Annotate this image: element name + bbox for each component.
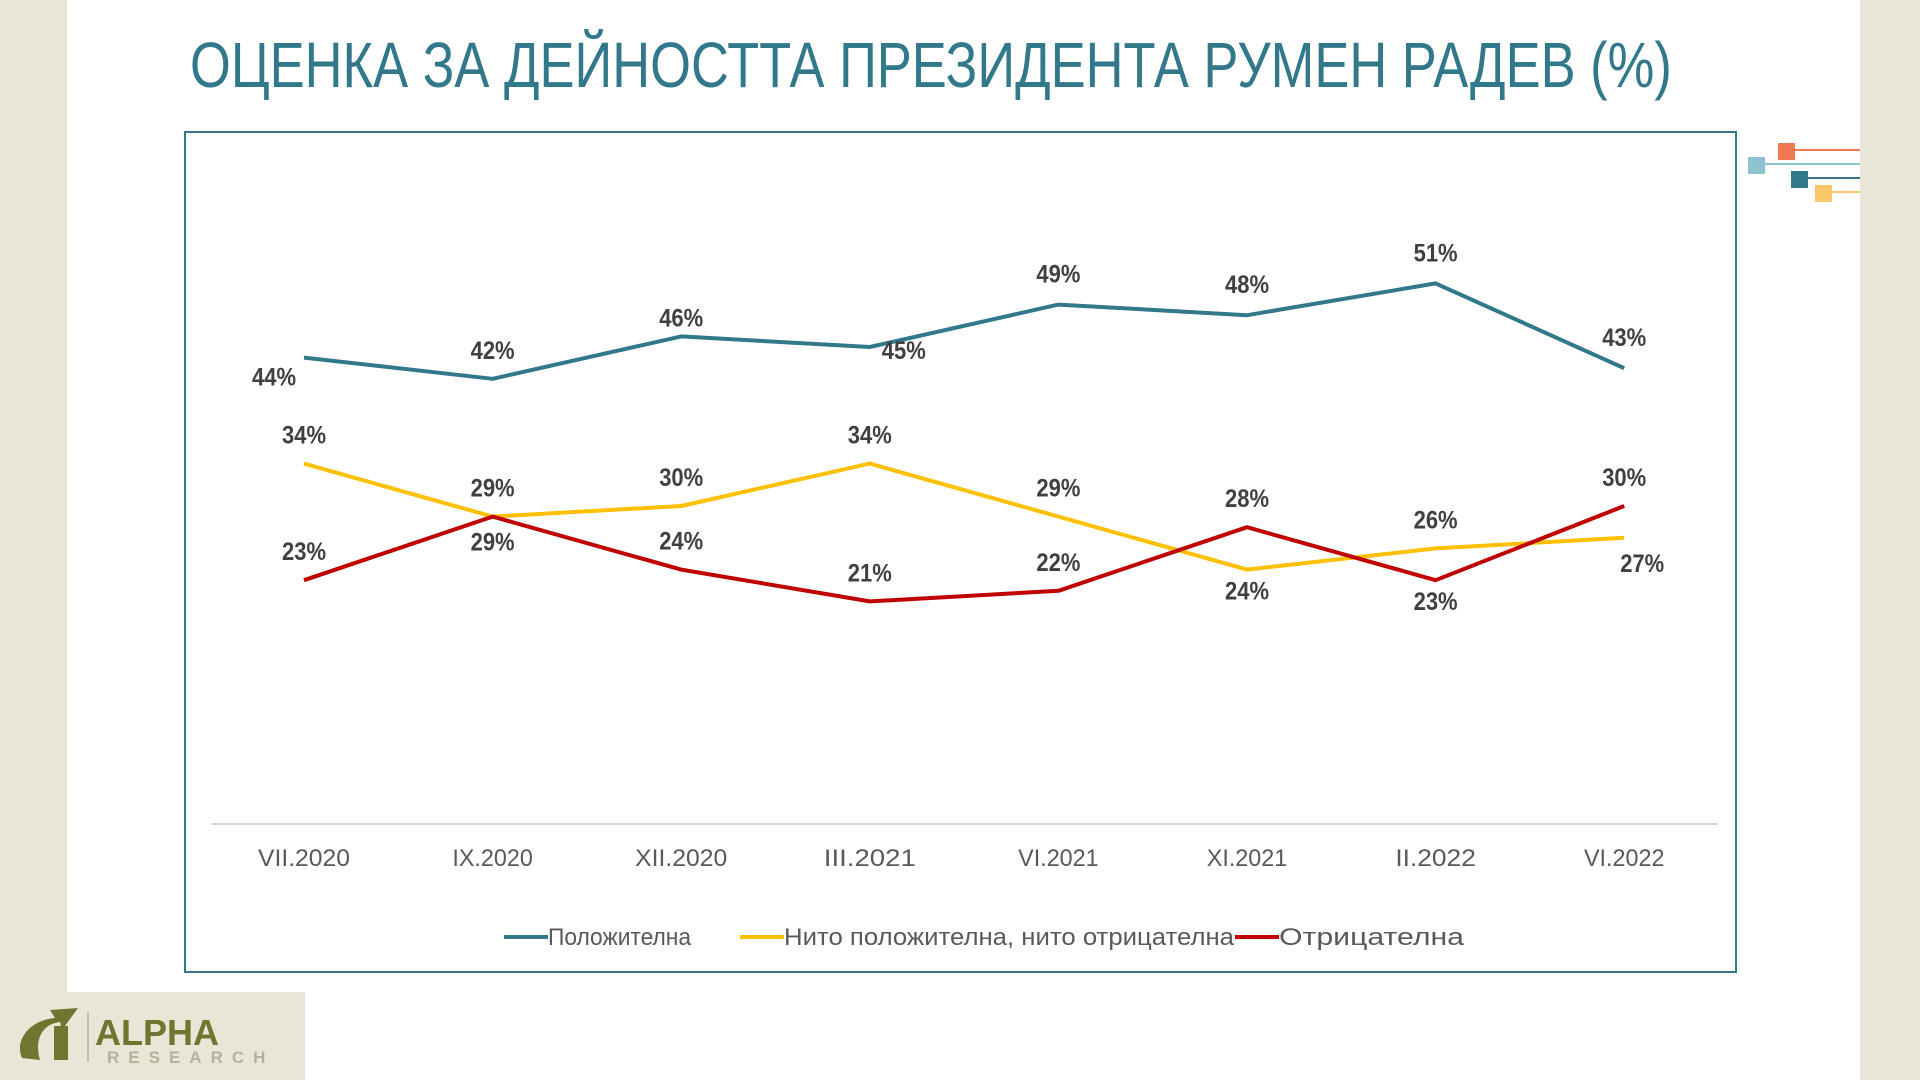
series-lines xyxy=(303,281,1626,604)
x-axis-ticks: VII.2020 IX.2020 XII.2020 III.2021 VI.2021 XI… xyxy=(258,845,1664,872)
data-label: 26% xyxy=(1414,506,1458,534)
data-label: 29% xyxy=(471,529,515,557)
series-line-1 xyxy=(303,281,1626,381)
x-tick-label: XI.2021 xyxy=(1207,845,1288,872)
data-label: 43% xyxy=(1602,324,1646,352)
page-title: ОЦЕНКА ЗА ДЕЙНОСТТА ПРЕЗИДЕНТА РУМЕН РАД… xyxy=(190,29,1672,101)
data-label: 24% xyxy=(659,528,703,556)
data-label: 22% xyxy=(1036,549,1080,577)
data-label: 49% xyxy=(1036,261,1080,289)
data-label: 21% xyxy=(848,559,892,587)
x-tick-label: III.2021 xyxy=(824,845,916,872)
x-tick-label: VII.2020 xyxy=(258,845,350,872)
legend: Положителна Нито положителна, нито отрица… xyxy=(504,924,1465,951)
data-label: 23% xyxy=(282,538,326,566)
decor-square xyxy=(1778,143,1795,160)
data-label: 24% xyxy=(1225,578,1269,606)
x-tick-label: XII.2020 xyxy=(635,845,727,872)
data-label: 30% xyxy=(1602,464,1646,492)
data-label: 42% xyxy=(471,337,515,365)
alpha-research-logo: ALPHA RESEARCH xyxy=(0,992,305,1080)
legend-label: Нито положителна, нито отрицателна xyxy=(784,924,1235,951)
data-label: 44% xyxy=(252,364,296,392)
x-tick-label: VI.2021 xyxy=(1018,845,1099,872)
chart-frame xyxy=(184,131,1737,973)
legend-label: Положителна xyxy=(548,924,692,951)
legend-label: Отрицателна xyxy=(1279,924,1465,951)
data-label: 29% xyxy=(471,475,515,503)
logo-sub: RESEARCH xyxy=(107,1048,274,1067)
data-label: 48% xyxy=(1225,271,1269,299)
data-labels: 44% 42% 46% 45% 49% 48% 51% 43% 34% 29% 30% 34% 29% 2… xyxy=(252,239,1664,616)
data-label: 45% xyxy=(882,337,926,365)
x-tick-label: VI.2022 xyxy=(1584,845,1665,872)
decor-square xyxy=(1815,185,1832,202)
logo-name: ALPHA xyxy=(95,1012,219,1053)
data-label: 28% xyxy=(1225,485,1269,513)
x-tick-label: II.2022 xyxy=(1395,845,1476,872)
x-tick-label: IX.2020 xyxy=(452,845,533,872)
series-line-3 xyxy=(303,504,1625,604)
decor-legend-squares xyxy=(1748,143,1860,202)
data-label: 30% xyxy=(659,464,703,492)
right-decor-stripe xyxy=(1860,0,1920,1080)
data-label: 23% xyxy=(1414,588,1458,616)
data-label: 34% xyxy=(848,422,892,450)
series-line-2 xyxy=(303,461,1625,572)
data-label: 34% xyxy=(282,422,326,450)
data-label: 27% xyxy=(1620,550,1664,578)
left-decor-stripe xyxy=(0,0,67,1080)
decor-square xyxy=(1748,157,1765,174)
decor-square xyxy=(1791,171,1808,188)
data-label: 29% xyxy=(1036,475,1080,503)
data-label: 51% xyxy=(1414,239,1458,267)
data-label: 46% xyxy=(659,304,703,332)
